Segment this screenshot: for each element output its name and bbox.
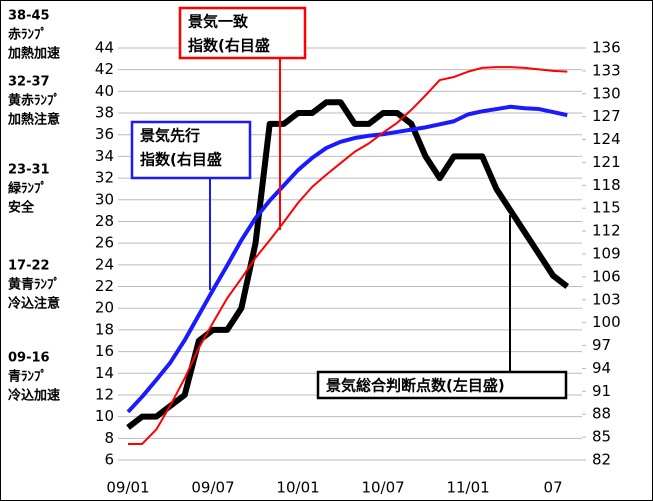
y-tick-label: 18 [95,320,114,338]
y2-tick-label: 91 [592,382,611,400]
y2-tick-label: 133 [592,61,621,79]
zone-range: 32-37 [8,75,50,90]
annotation-text: 指数(右目盛 [140,151,222,169]
x-tick-label: 10/01 [276,479,319,497]
y-tick-label: 30 [95,190,114,208]
y2-tick-label: 136 [592,39,621,57]
series-line [126,99,570,430]
zone-range: 38-45 [8,9,50,24]
y-tick-label: 28 [95,212,114,230]
x-tick-label: 07 [544,479,563,497]
y2-tick-label: 85 [592,428,611,446]
y-tick-label: 22 [95,277,114,295]
zone-text: 冷込注意 [8,296,60,312]
y-tick-label: 26 [95,234,114,252]
zone-text: 青ﾗﾝﾌﾟ [8,369,47,385]
annotation-box [130,120,252,180]
x-tick-label: 11/01 [446,479,489,497]
y-tick-label: 14 [95,364,114,382]
x-tick-label: 09/07 [191,479,234,497]
y2-tick-label: 115 [592,199,621,217]
y2-tick-label: 106 [592,267,621,285]
y2-tick-label: 103 [592,290,621,308]
y2-tick-label: 109 [592,245,621,263]
y2-tick-label: 112 [592,222,621,240]
y-tick-label: 34 [95,147,114,165]
zone-text: 冷込加速 [8,388,60,404]
y2-tick-label: 130 [592,84,621,102]
y-tick-label: 40 [95,82,114,100]
y-tick-label: 42 [95,60,114,78]
annotation-text: 景気一致 [188,13,249,31]
y-tick-label: 24 [95,255,114,273]
zone-text: 黄青ﾗﾝﾌﾟ [8,277,60,293]
annotation-text: 景気先行 [140,127,200,145]
y-tick-label: 16 [95,342,114,360]
y2-tick-label: 121 [592,153,621,171]
y-tick-label: 32 [95,169,114,187]
y-tick-label: 36 [95,125,114,143]
x-tick-label: 09/01 [106,479,149,497]
zone-text: 加熱加速 [7,46,60,62]
y2-tick-label: 118 [592,176,621,194]
zone-range: 23-31 [8,163,50,178]
y2-tick-label: 124 [592,130,621,148]
series-line [126,104,568,414]
y2-tick-label: 127 [592,107,621,125]
annotation-box [316,370,568,400]
y2-tick-label: 94 [592,359,611,377]
annotation-box [178,6,307,60]
series-line [128,66,568,445]
y-tick-label: 38 [95,104,114,122]
y-tick-label: 8 [104,429,114,447]
x-tick-label: 10/07 [361,479,404,497]
y-tick-label: 20 [95,299,114,317]
annotation-text: 指数(右目盛 [188,37,270,55]
zone-text: 安全 [8,200,35,216]
y2-tick-label: 100 [592,313,621,331]
zone-text: 赤ﾗﾝﾌﾟ [8,27,47,43]
zone-range: 17-22 [8,259,50,274]
zone-text: 黄赤ﾗﾝﾌﾟ [8,93,60,109]
y-tick-label: 44 [95,39,114,57]
y2-tick-label: 97 [592,336,611,354]
y-tick-label: 6 [104,451,114,469]
annotation-text: 景気総合判断点数(左目盛) [326,377,505,395]
y2-tick-label: 82 [592,451,611,469]
y2-tick-label: 88 [592,405,611,423]
zone-text: 緑ﾗﾝﾌﾟ [8,181,47,197]
y-tick-label: 10 [95,407,114,425]
zone-text: 加熱注意 [7,112,60,128]
zone-range: 09-16 [8,351,50,366]
y-tick-label: 12 [95,385,114,403]
